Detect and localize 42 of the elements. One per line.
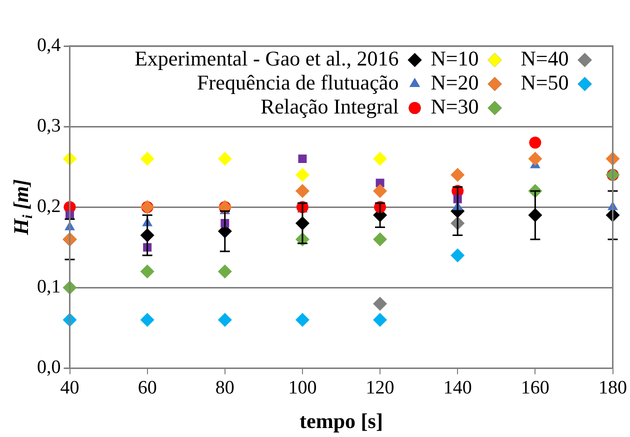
legend-label: N=20 xyxy=(430,70,479,95)
point xyxy=(140,152,154,166)
point xyxy=(450,248,465,262)
point xyxy=(140,264,154,279)
point xyxy=(373,184,388,198)
y-axis-title: Hi [m] xyxy=(9,179,36,236)
point xyxy=(373,312,388,327)
y-tick-label: 0,0 xyxy=(37,357,61,378)
y-tick-label: 0,1 xyxy=(37,276,61,298)
y-tick-label: 0,4 xyxy=(37,34,62,56)
point xyxy=(295,184,310,198)
x-tick-label: 40 xyxy=(60,378,80,399)
legend-label: N=40 xyxy=(520,46,569,71)
x-tick-label: 60 xyxy=(138,378,157,399)
x-tick-label: 100 xyxy=(288,378,317,399)
point xyxy=(218,264,232,279)
point xyxy=(528,152,542,166)
point xyxy=(529,136,542,149)
legend-label: N=50 xyxy=(520,70,569,95)
x-tick-label: 180 xyxy=(598,378,627,399)
y-tick-label: 0,2 xyxy=(37,196,61,218)
y-tick-label: 0,3 xyxy=(37,116,61,137)
point xyxy=(373,296,388,311)
x-tick-label: 80 xyxy=(215,378,234,399)
point xyxy=(140,312,154,327)
legend-label: Relação Integral xyxy=(260,94,399,119)
point xyxy=(295,312,310,327)
legend-label: Frequência de flutuação xyxy=(197,70,399,95)
legend-label: N=30 xyxy=(430,94,479,119)
point xyxy=(450,168,465,182)
point xyxy=(373,232,388,246)
point xyxy=(298,154,307,164)
x-tick-label: 120 xyxy=(366,378,394,399)
legend-label: N=10 xyxy=(430,46,479,71)
x-axis-title: tempo [s] xyxy=(300,409,383,433)
x-tick-label: 140 xyxy=(443,378,472,399)
point xyxy=(295,168,310,182)
point xyxy=(373,152,388,166)
legend-label: Experimental - Gao et al., 2016 xyxy=(134,46,399,71)
x-tick-label: 160 xyxy=(520,378,550,399)
point xyxy=(218,312,232,327)
point xyxy=(218,152,232,166)
